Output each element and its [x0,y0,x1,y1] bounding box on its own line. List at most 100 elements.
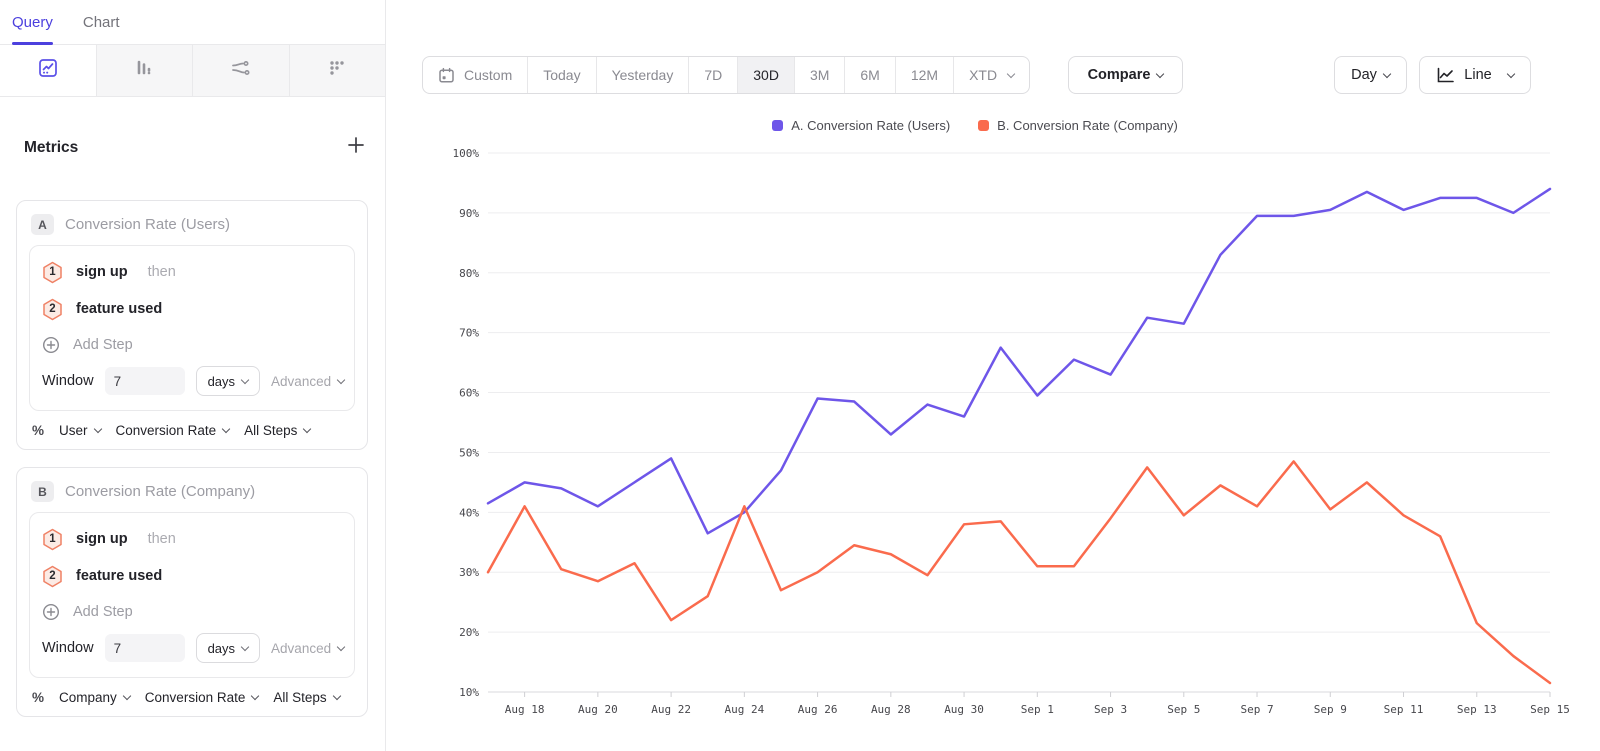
range-custom[interactable]: Custom [423,57,529,93]
chevron-down-icon [336,642,346,651]
chart-type-switcher [0,45,385,97]
add-metric-button[interactable] [347,136,365,159]
line-chart[interactable]: 10% 20% 30% 40% 50% 60% 70% 80% 90% 100% Aug 18 Aug… [420,140,1600,720]
date-range-group: Custom Today Yesterday 7D 30D 3M 6M 12M XTD [422,56,1031,94]
chevron-down-icon [332,691,341,701]
window-unit-dropdown[interactable]: days [195,633,261,663]
step-event-name: feature used [76,301,163,317]
plus-icon [348,137,364,153]
legend-swatch [772,120,784,131]
chevron-down-icon [251,691,260,701]
advanced-toggle[interactable]: Advanced [271,641,346,656]
range-yesterday[interactable]: Yesterday [597,57,690,93]
window-value-input[interactable] [104,634,185,662]
step-number-hexagon: 2 [42,298,63,321]
range-6m[interactable]: 6M [845,57,896,93]
chevron-down-icon [122,691,132,701]
y-axis-label: 30% [459,566,479,579]
chevron-down-icon [221,424,231,434]
retention-dots-icon [326,57,348,84]
funnel-step-1[interactable]: 1 sign up then [42,524,342,554]
x-axis-label: Aug 24 [724,703,764,716]
percent-format-label[interactable]: % [32,690,45,705]
window-label: Window [42,373,94,389]
steps-scope-selector[interactable]: All Steps [273,690,341,705]
x-axis-label: Sep 9 [1314,703,1347,716]
insights-line-chart-icon [37,57,59,84]
funnel-step-1[interactable]: 1 sign up then [42,257,342,287]
window-value-input[interactable] [104,367,185,395]
series-line-a[interactable] [486,187,1552,535]
range-today[interactable]: Today [528,57,597,93]
advanced-toggle[interactable]: Advanced [271,374,346,389]
metric-title[interactable]: Conversion Rate (Users) [65,216,231,233]
y-axis-label: 60% [459,387,479,400]
flows-icon [229,57,253,84]
chevron-down-icon [240,375,250,384]
percent-format-label[interactable]: % [32,423,45,438]
calendar-icon [439,67,454,83]
funnel-steps-panel: 1 sign up then 2 feature used [29,245,355,411]
x-axis-label: Sep 5 [1167,703,1200,716]
x-axis-label: Sep 7 [1240,703,1273,716]
chart-svg[interactable]: 10% 20% 30% 40% 50% 60% 70% 80% 90% 100% Aug 18 Aug… [420,140,1600,720]
query-sidebar: Query Chart [0,0,386,751]
funnel-step-2[interactable]: 2 feature used [42,561,342,591]
chevron-down-icon [240,642,250,651]
add-step-button[interactable]: Add Step [42,598,342,626]
tab-query[interactable]: Query [12,0,53,45]
tab-chart[interactable]: Chart [82,13,120,31]
range-xtd[interactable]: XTD [954,57,1029,93]
funnel-step-2[interactable]: 2 feature used [42,294,342,324]
y-axis-label: 90% [459,207,479,220]
range-30d[interactable]: 30D [738,57,795,93]
x-axis-label: Aug 22 [651,703,691,716]
add-step-button[interactable]: Add Step [42,331,342,359]
charttype-tab-bars[interactable] [97,45,193,96]
chevron-down-icon [93,424,102,434]
charttype-tab-retention[interactable] [290,45,386,96]
entity-selector[interactable]: Company [59,690,132,705]
sidebar-tabs: Query Chart [0,0,385,45]
entity-selector[interactable]: User [59,423,102,438]
x-axis-label: Sep 3 [1094,703,1127,716]
line-chart-style-icon [1436,67,1455,84]
step-number-hexagon: 1 [42,261,63,284]
y-axis-label: 10% [459,686,479,699]
window-label: Window [42,640,94,656]
metric-type-selector[interactable]: Conversion Rate [116,423,231,438]
funnel-steps-panel: 1 sign up then 2 feature used [29,512,355,678]
step-event-name: feature used [76,568,163,584]
steps-scope-selector[interactable]: All Steps [244,423,312,438]
metric-title[interactable]: Conversion Rate (Company) [65,483,256,500]
window-unit-dropdown[interactable]: days [195,366,261,396]
step-event-name: sign up [76,264,128,280]
range-7d[interactable]: 7D [689,57,739,93]
charttype-tab-insights[interactable] [0,45,97,96]
range-12m[interactable]: 12M [896,57,955,93]
chart-style-dropdown[interactable]: Line [1419,56,1531,94]
metric-type-selector[interactable]: Conversion Rate [145,690,260,705]
x-axis-label: Sep 13 [1457,703,1497,716]
legend-item[interactable]: B. Conversion Rate (Company) [978,118,1178,133]
metric-card-b: B Conversion Rate (Company) 1 sign up th… [16,467,368,717]
y-axis-label: 70% [459,327,479,340]
x-axis-label: Aug 30 [944,703,984,716]
step-number-hexagon: 2 [42,565,63,588]
chevron-down-icon [1006,69,1016,78]
range-3m[interactable]: 3M [795,57,846,93]
chart-legend: A. Conversion Rate (Users) B. Conversion … [420,118,1530,133]
charttype-tab-flows[interactable] [193,45,290,96]
series-line-b[interactable] [486,460,1552,685]
granularity-dropdown[interactable]: Day [1334,56,1407,94]
x-axis-label: Aug 28 [871,703,911,716]
legend-item[interactable]: A. Conversion Rate (Users) [772,118,950,133]
chevron-down-icon [336,375,346,384]
x-axis-label: Sep 15 [1530,703,1570,716]
compare-button[interactable]: Compare [1068,56,1183,94]
metric-card-a: A Conversion Rate (Users) 1 sign up then [16,200,368,450]
bar-chart-icon [133,57,155,84]
y-axis-label: 40% [459,506,479,519]
x-axis-label: Sep 11 [1384,703,1424,716]
circle-plus-icon [42,336,60,354]
